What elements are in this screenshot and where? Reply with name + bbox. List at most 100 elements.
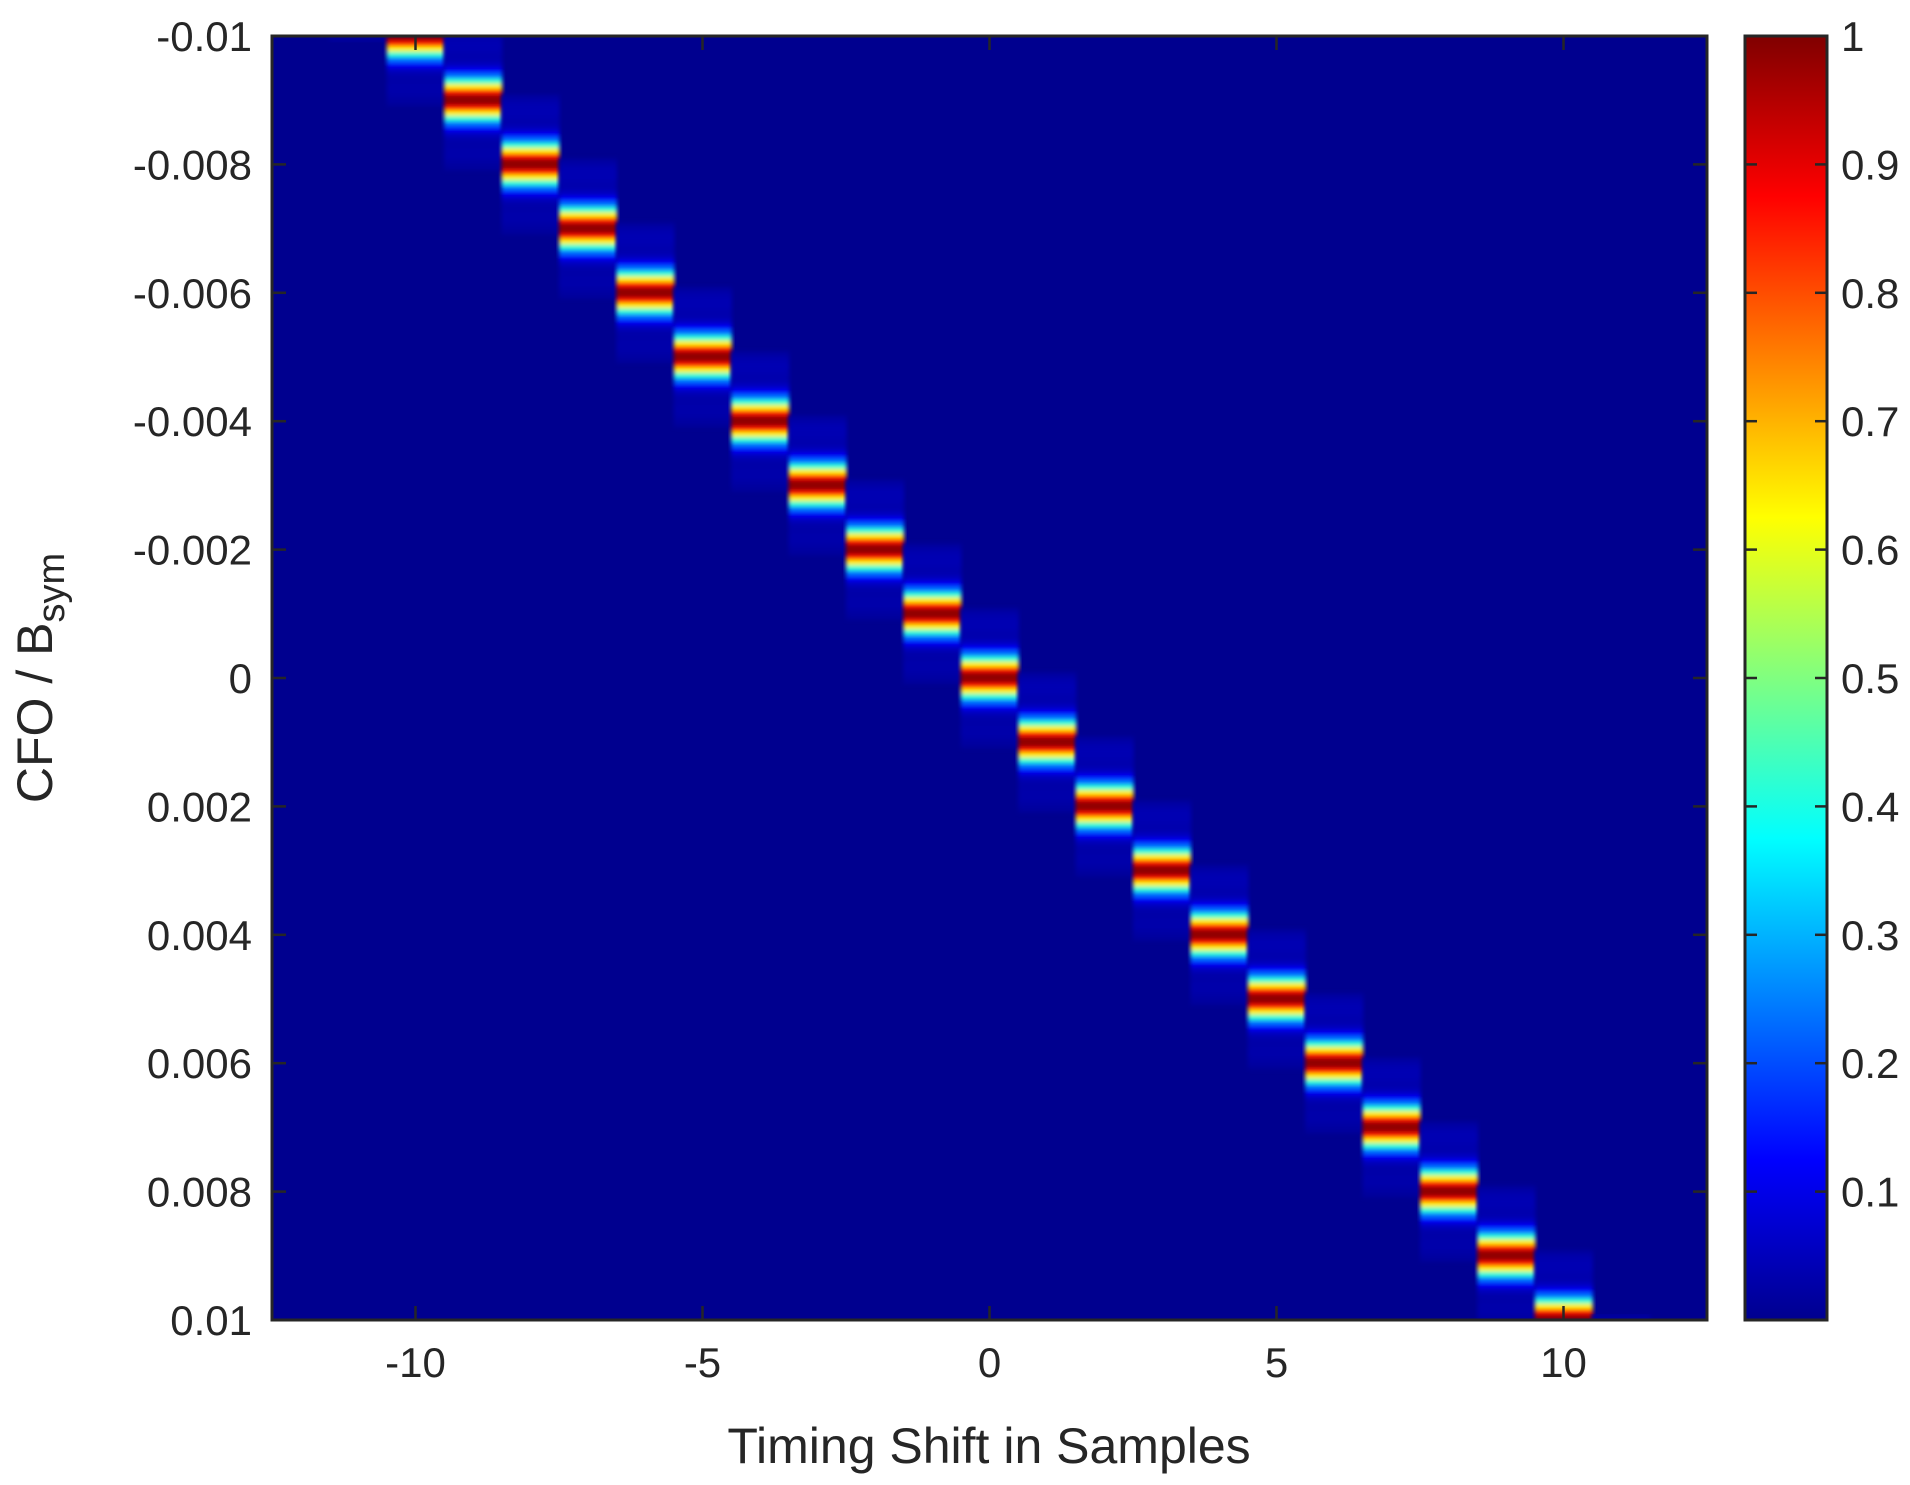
heatmap-cell [1190,988,1249,995]
heatmap-cell [1018,709,1077,716]
heatmap-cell [1247,1062,1306,1070]
heatmap-cell [1075,779,1134,786]
colorbar-ticks: 0.1 0.2 0.3 0.4 0.5 0.6 0.7 0.8 0.9 1 [1745,13,1899,1216]
heatmap-cell [559,271,617,278]
heatmap-cell [903,656,962,663]
heatmap-cell [673,303,732,310]
heatmap-cell [1190,950,1249,957]
heatmap-cell [960,672,1019,679]
heatmap-cell [501,142,560,149]
y-axis-title-main: CFO / B [7,623,63,804]
heatmap-cell [1420,1169,1478,1177]
heatmap-cell [846,527,904,535]
heatmap-cell [731,372,790,379]
colorbar-tick-label: 0.9 [1841,141,1899,188]
heatmap-cell [1133,854,1191,861]
heatmap-cell [1247,945,1306,952]
heatmap-column [329,36,388,42]
heatmap-cell [903,570,962,577]
heatmap-cell [1305,1095,1364,1102]
heatmap-cell [616,249,675,256]
heatmap-cell [1190,966,1249,973]
heatmap-cell [673,292,732,299]
heatmap-cell [1247,1052,1306,1059]
heatmap-cell [501,190,560,197]
heatmap-cell [788,426,847,433]
heatmap-cell [559,196,617,203]
heatmap-cell [1133,929,1191,936]
heatmap-cell [616,233,675,240]
heatmap-cell [1133,881,1191,888]
heatmap-cell [1190,961,1249,968]
heatmap-cell [960,699,1019,706]
heatmap-cell [559,255,617,262]
heatmap-cell [1133,913,1191,920]
heatmap-cell [1247,1009,1306,1016]
heatmap-cell [501,115,560,123]
heatmap-cell [1133,859,1191,866]
heatmap-cell [788,469,847,476]
heatmap-cell [444,57,503,64]
heatmap-cell [1075,784,1134,791]
heatmap-cell [960,736,1019,743]
heatmap-cell [1362,1137,1421,1144]
heatmap-column [1362,1057,1421,1198]
heatmap-cell [501,228,560,235]
colorbar-tick-label: 0.6 [1841,527,1899,574]
heatmap-cell [1247,1041,1306,1048]
heatmap-cell [1247,934,1306,941]
heatmap-cell [960,720,1019,727]
heatmap-cell [1477,1223,1536,1230]
heatmap-cell [1075,741,1134,749]
heatmap-cell [846,501,904,508]
heatmap-cell [960,709,1019,716]
heatmap-cell [788,463,847,470]
heatmap-cell [731,447,790,454]
heatmap-cell [1362,1089,1421,1096]
heatmap-cell [444,41,503,48]
heatmap-cell [1420,1255,1478,1262]
heatmap-cell [501,201,560,208]
heatmap-cell [386,89,445,96]
heatmap-cell [1133,886,1191,893]
x-tick-label: 10 [1540,1339,1587,1386]
heatmap-cell [1075,768,1134,775]
heatmap-cell [1420,1234,1478,1241]
heatmap-cell [788,474,847,481]
heatmap-cell [1305,1111,1364,1118]
heatmap-cell [616,276,675,283]
heatmap-cell [1018,784,1077,791]
heatmap-cell [1075,757,1134,765]
heatmap-cell [960,715,1019,722]
heatmap-cell [1305,1057,1364,1064]
heatmap-cell [1018,774,1077,781]
heatmap-cell [903,608,962,615]
heatmap-cell [673,378,732,385]
heatmap-cell [960,645,1019,652]
heatmap-cell [1247,1025,1306,1032]
heatmap-cell [1477,1271,1536,1278]
heatmap-cell [616,222,675,230]
heatmap-cell [501,110,560,117]
heatmap-cell [444,94,503,101]
heatmap-cell [559,201,617,208]
heatmap-cell [616,292,675,299]
heatmap-cell [559,265,617,272]
heatmap-cell [1133,822,1191,829]
heatmap-cell [1247,1014,1306,1021]
heatmap-cell [1362,1068,1421,1075]
heatmap-cell [673,351,732,358]
heatmap-cell [559,164,617,171]
heatmap-cell [616,244,675,251]
heatmap-column [846,479,904,620]
heatmap-cell [1247,1020,1306,1027]
heatmap-cell [444,83,503,90]
heatmap-cell [1133,811,1191,818]
heatmap-cell [1075,790,1134,797]
heatmap-cell [673,319,732,326]
heatmap-cell [788,549,847,556]
heatmap-cell [673,372,732,379]
heatmap-cell [846,592,904,599]
heatmap-cell [501,158,560,165]
y-axis-ticks: -0.01 -0.008 -0.006 -0.004 -0.002 0 0.002 0.004… [133,13,1707,1344]
